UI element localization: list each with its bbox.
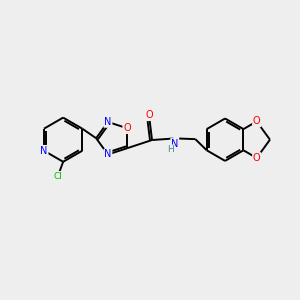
Text: O: O	[253, 153, 260, 163]
Text: O: O	[253, 116, 260, 126]
Text: H: H	[167, 145, 174, 154]
Text: O: O	[146, 110, 154, 120]
Text: N: N	[104, 149, 112, 160]
Text: O: O	[123, 123, 131, 133]
Text: N: N	[171, 139, 178, 149]
Text: N: N	[104, 117, 112, 127]
Text: N: N	[40, 146, 48, 156]
Text: Cl: Cl	[53, 172, 62, 181]
